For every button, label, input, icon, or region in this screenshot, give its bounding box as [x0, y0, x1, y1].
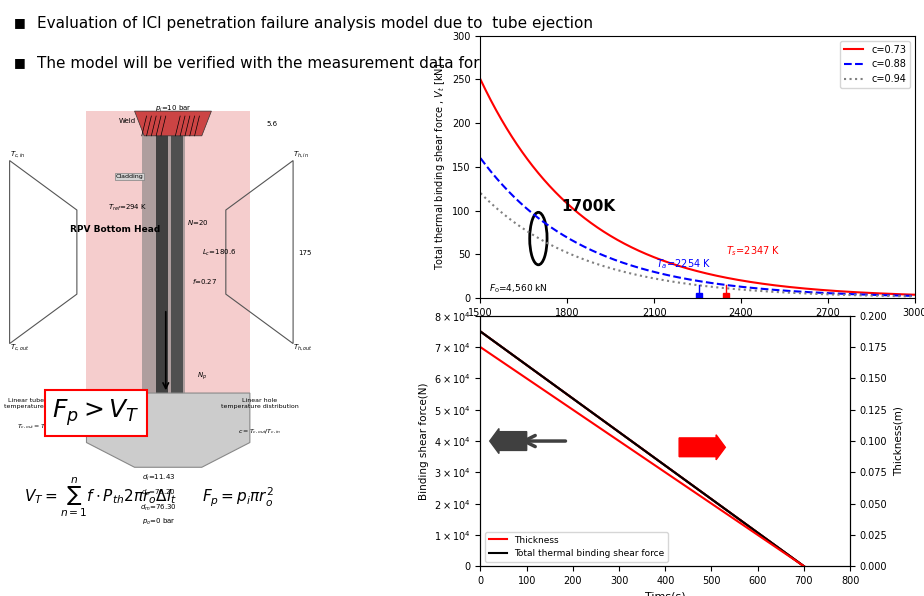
c=0.88 — [666, 272, 677, 280]
Total thermal binding shear force — [550, 383, 561, 390]
Legend: Thickness, Total thermal binding shear force: Thickness, Total thermal binding shear f… — [485, 532, 668, 561]
c=0.94 — [909, 293, 920, 300]
Text: $F_p > V_T$: $F_p > V_T$ — [52, 398, 140, 428]
Text: Weld: Weld — [119, 118, 136, 124]
Line: Thickness: Thickness — [480, 331, 804, 566]
Line: c=0.88: c=0.88 — [480, 158, 915, 296]
Thickness — [772, 544, 784, 551]
c=0.94 — [821, 291, 833, 298]
Total thermal binding shear force — [537, 373, 548, 380]
Bar — [171, 111, 183, 467]
c=0.73 — [519, 152, 530, 159]
c=0.94 — [475, 190, 486, 197]
c=0.94 — [519, 226, 530, 233]
Text: $V_T = \sum_{n=1}^{n} f \cdot P_{th} 2\pi r_o \Delta l_t$: $V_T = \sum_{n=1}^{n} f \cdot P_{th} 2\p… — [24, 475, 176, 519]
Text: RPV Bottom Head: RPV Bottom Head — [70, 225, 161, 234]
Text: $p_i$=10 bar: $p_i$=10 bar — [154, 104, 191, 114]
Bar — [156, 111, 168, 467]
Text: 1700K: 1700K — [562, 198, 615, 213]
Text: Linear tube mean wall
temperature distribution: Linear tube mean wall temperature distri… — [5, 398, 82, 409]
c=0.94 — [650, 275, 662, 283]
c=0.73 — [909, 291, 920, 299]
c=0.73 — [475, 76, 486, 83]
Text: $T_s$=2347 K: $T_s$=2347 K — [725, 244, 780, 258]
Text: $c=T_{c,out}/T_{c,in}$: $c=T_{c,out}/T_{c,in}$ — [237, 427, 281, 436]
Total thermal binding shear force — [782, 551, 793, 558]
Legend: c=0.73, c=0.88, c=0.94: c=0.73, c=0.88, c=0.94 — [840, 41, 910, 88]
Text: $T_{c,out}$: $T_{c,out}$ — [9, 342, 30, 352]
Thickness — [668, 468, 679, 475]
Polygon shape — [87, 111, 249, 393]
Text: ■: ■ — [14, 56, 26, 69]
Total thermal binding shear force — [641, 449, 652, 456]
FancyArrow shape — [679, 435, 725, 460]
Y-axis label: Total thermal binding shear force , $V_t$ [kN]: Total thermal binding shear force , $V_t… — [432, 63, 446, 271]
Text: Linear hole
temperature distribution: Linear hole temperature distribution — [221, 398, 298, 409]
Text: $F_0$=4,560 kN: $F_0$=4,560 kN — [489, 282, 548, 294]
Text: $N$=20: $N$=20 — [188, 218, 209, 227]
c=0.88 — [650, 269, 662, 276]
Text: $T_{h,in}$: $T_{h,in}$ — [293, 149, 310, 159]
c=0.88 — [813, 289, 824, 296]
Text: $f$=0.27: $f$=0.27 — [192, 277, 217, 286]
Line: Total thermal binding shear force: Total thermal binding shear force — [480, 331, 804, 566]
c=0.73 — [666, 260, 677, 267]
Thickness — [537, 373, 548, 380]
Thickness — [550, 383, 561, 390]
Thickness — [475, 328, 486, 335]
c=0.73 — [821, 287, 833, 294]
c=0.88 — [909, 292, 920, 299]
c=0.73 — [773, 283, 784, 290]
Text: The model will be verified with the measurement data for the penetration failure: The model will be verified with the meas… — [37, 56, 691, 71]
Y-axis label: Thickness(m): Thickness(m) — [894, 406, 903, 476]
Text: Cladding: Cladding — [116, 174, 143, 179]
c=0.88 — [519, 203, 530, 210]
c=0.94 — [773, 288, 784, 296]
Total thermal binding shear force — [798, 563, 809, 570]
Y-axis label: Binding shear force(N): Binding shear force(N) — [419, 382, 429, 500]
c=0.73 — [650, 254, 662, 262]
Text: $N_p$: $N_p$ — [197, 371, 207, 383]
Text: $d_o$=76.20: $d_o$=76.20 — [141, 488, 176, 498]
Text: ■: ■ — [14, 15, 26, 29]
c=0.88 — [773, 287, 784, 294]
Text: $d_m$=76.30: $d_m$=76.30 — [140, 502, 177, 513]
Text: $T_{c,out}=T_{c,in}-30$: $T_{c,out}=T_{c,in}-30$ — [17, 423, 70, 430]
X-axis label: Debris temperature, $T_d$ [K]: Debris temperature, $T_d$ [K] — [623, 323, 772, 337]
c=0.88 — [821, 290, 833, 297]
Text: Evaluation of ICI penetration failure analysis model due to  tube ejection: Evaluation of ICI penetration failure an… — [37, 15, 593, 31]
Thickness — [798, 563, 809, 570]
c=0.88 — [475, 154, 486, 162]
X-axis label: Tims(s): Tims(s) — [645, 591, 686, 596]
Text: $T_{h,out}$: $T_{h,out}$ — [293, 342, 313, 352]
Polygon shape — [87, 393, 249, 467]
Text: $T_{c,in}$: $T_{c,in}$ — [9, 149, 25, 159]
Thickness — [641, 449, 652, 456]
Text: $F_p = p_i \pi r_o^2$: $F_p = p_i \pi r_o^2$ — [201, 485, 274, 508]
Total thermal binding shear force — [772, 544, 784, 551]
Text: 175: 175 — [298, 250, 311, 256]
c=0.94 — [666, 278, 677, 285]
Total thermal binding shear force — [475, 328, 486, 335]
Polygon shape — [135, 111, 212, 136]
Text: 5.6: 5.6 — [267, 121, 278, 127]
c=0.73 — [813, 286, 824, 293]
Line: c=0.73: c=0.73 — [480, 79, 915, 295]
c=0.94 — [813, 290, 824, 297]
Bar — [141, 111, 185, 393]
Text: $d_i$=11.43: $d_i$=11.43 — [142, 473, 176, 483]
Text: $L_c$=180.6: $L_c$=180.6 — [201, 247, 236, 257]
Text: $T_{ref}$=294 K: $T_{ref}$=294 K — [108, 203, 147, 213]
Total thermal binding shear force — [668, 468, 679, 475]
Text: $p_o$=0 bar: $p_o$=0 bar — [141, 517, 176, 527]
FancyArrow shape — [490, 429, 527, 454]
Text: $T_a$=2254 K: $T_a$=2254 K — [656, 257, 711, 271]
Thickness — [782, 551, 793, 558]
Line: c=0.94: c=0.94 — [480, 193, 915, 296]
